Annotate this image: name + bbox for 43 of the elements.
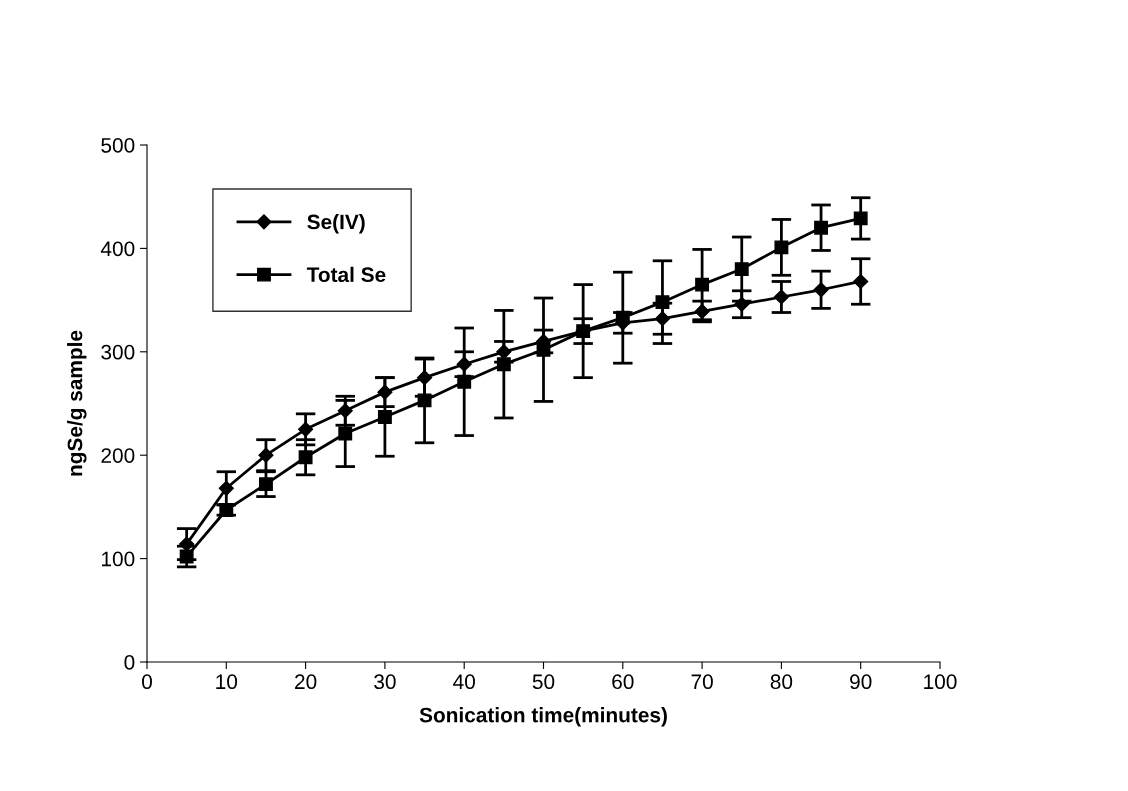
point bbox=[416, 370, 433, 386]
x-tick-label: 90 bbox=[850, 674, 872, 690]
x-tick-label: 100 bbox=[924, 674, 957, 690]
y-tick-label: 100 bbox=[102, 551, 135, 567]
point bbox=[218, 480, 234, 496]
y-tick-label: 0 bbox=[124, 655, 135, 670]
point bbox=[259, 477, 273, 492]
point bbox=[377, 384, 393, 400]
point bbox=[456, 356, 472, 372]
x-tick-label: 80 bbox=[770, 674, 793, 690]
y-tick-label: 400 bbox=[100, 241, 135, 257]
point bbox=[734, 262, 749, 277]
point bbox=[853, 273, 869, 290]
point bbox=[734, 296, 750, 312]
y-tick-label: 300 bbox=[101, 344, 135, 360]
y-axis-title: ngSe/g sample bbox=[67, 330, 87, 476]
x-tick-label: 30 bbox=[374, 674, 396, 690]
x-tick-label: 10 bbox=[216, 674, 238, 690]
y-tick-label: 500 bbox=[101, 138, 135, 153]
y-tick-label: 200 bbox=[101, 448, 135, 463]
x-tick-label: 40 bbox=[453, 674, 475, 690]
point bbox=[298, 421, 314, 437]
legend-label: Total Se bbox=[306, 266, 386, 283]
point bbox=[654, 311, 671, 327]
point bbox=[814, 220, 828, 235]
x-axis-title: Sonication time(minutes) bbox=[419, 707, 667, 727]
point bbox=[813, 282, 829, 298]
point bbox=[377, 409, 392, 424]
point bbox=[695, 277, 710, 292]
point bbox=[774, 240, 789, 255]
x-tick-label: 60 bbox=[612, 674, 634, 690]
x-tick-label: 0 bbox=[142, 674, 152, 690]
point bbox=[773, 289, 789, 305]
point bbox=[337, 403, 353, 419]
x-tick-label: 70 bbox=[691, 674, 713, 690]
point bbox=[338, 426, 353, 441]
x-tick-label: 20 bbox=[295, 674, 317, 690]
point bbox=[258, 447, 274, 463]
legend-label: Se(IV) bbox=[307, 214, 365, 234]
point bbox=[298, 450, 313, 465]
x-tick-label: 50 bbox=[532, 674, 555, 690]
point bbox=[853, 211, 868, 226]
point bbox=[179, 536, 195, 552]
